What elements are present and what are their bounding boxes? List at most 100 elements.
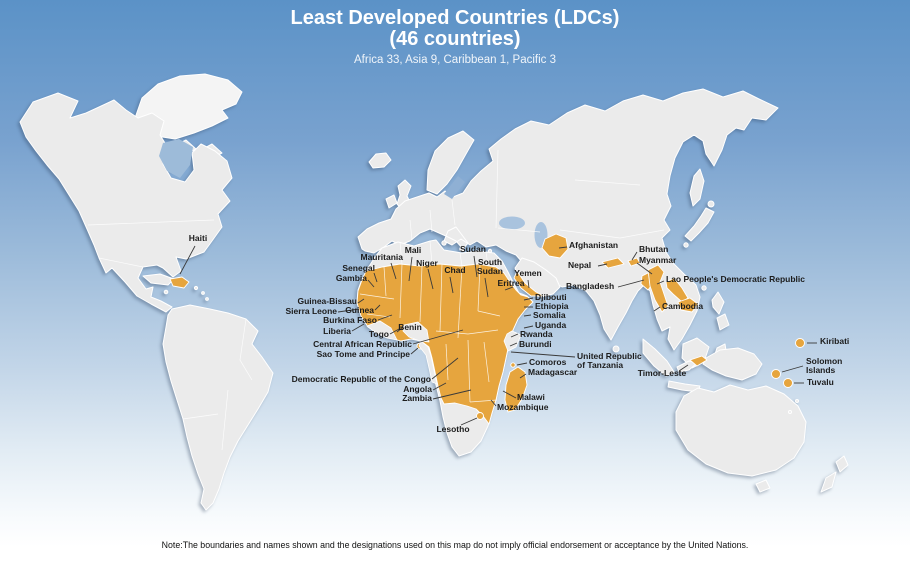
leader-line-myanmar: [636, 262, 653, 275]
australia: [675, 384, 807, 477]
country-dot-comoros: [510, 362, 516, 368]
leader-line-djibouti: [523, 297, 534, 301]
leader-line-mauritania: [390, 262, 397, 280]
leader-line-niger: [427, 268, 434, 290]
country-dot-solomon-islands: [771, 369, 781, 379]
taiwan: [701, 285, 707, 291]
leader-line-zambia: [432, 389, 472, 400]
leader-line-comoros: [516, 362, 528, 366]
leader-line-sierra-leone: [337, 308, 360, 313]
patch-cameroon-gabon: [418, 340, 438, 385]
leader-line-bhutan: [631, 251, 638, 261]
leader-line-yemen: [527, 279, 530, 289]
mediterranean-island: [441, 240, 447, 246]
leader-line-chad: [449, 276, 454, 294]
leader-line-burkina-faso: [377, 314, 393, 321]
leader-line-angola: [432, 382, 447, 391]
pacific-island: [795, 399, 799, 403]
new-guinea: [702, 347, 763, 381]
leader-lines-layer: [179, 245, 817, 426]
south-america: [162, 304, 274, 511]
leader-line-burundi: [509, 342, 518, 347]
caribbean-island: [201, 291, 205, 295]
country-haiti: [169, 276, 190, 289]
caribbean-island: [193, 285, 199, 291]
japan: [684, 207, 715, 242]
patch-kenya: [503, 330, 522, 352]
crete: [487, 248, 493, 254]
leader-line-benin: [396, 326, 404, 333]
leader-line-drc: [431, 357, 459, 380]
caribbean-island: [205, 297, 209, 301]
leader-line-gambia: [367, 279, 375, 288]
leader-line-central-african-republic: [412, 329, 464, 345]
baltic-sea: [444, 176, 465, 199]
inland-water-layer: [159, 139, 548, 248]
country-dot-tuvalu: [783, 378, 793, 388]
sumatra: [642, 338, 675, 377]
leader-line-eritrea: [504, 286, 514, 291]
leader-line-solomon-islands: [781, 365, 804, 373]
leader-line-guinea-bissau: [357, 298, 365, 304]
leader-line-rwanda: [510, 333, 519, 338]
leader-line-bangladesh: [617, 279, 645, 288]
patch-nigeria: [402, 321, 430, 343]
new-zealand: [820, 471, 837, 493]
country-borders-layer: [87, 149, 665, 451]
new-zealand: [835, 455, 849, 473]
leader-line-somalia: [523, 314, 532, 317]
country-cambodia: [677, 297, 699, 313]
leader-line-mozambique: [490, 399, 497, 407]
page-title-count: (46 countries): [389, 28, 521, 50]
leader-line-laos: [656, 280, 665, 285]
scandinavia: [426, 130, 475, 195]
leader-line-madagascar: [519, 373, 527, 379]
leader-line-liberia: [351, 323, 365, 332]
leader-line-haiti: [179, 245, 196, 275]
hudson-bay: [159, 139, 193, 178]
jamaica: [163, 289, 169, 295]
country-myanmar: [647, 264, 669, 313]
non-ldc-patches-layer: [366, 320, 522, 385]
footnote: Note:The boundaries and names shown and …: [161, 540, 749, 550]
black-sea: [499, 216, 525, 230]
ireland: [385, 194, 398, 209]
leader-line-togo: [389, 328, 400, 335]
iceland: [368, 152, 392, 169]
leader-line-cambodia: [653, 306, 661, 312]
leader-line-mali: [408, 256, 413, 282]
map-title-block: Least Developed Countries (LDCs) (46 cou…: [0, 7, 910, 67]
leader-line-sao-tome: [410, 347, 419, 355]
sakhalin: [689, 168, 705, 207]
leader-line-tanzania: [510, 351, 576, 358]
page-subtitle: Africa 33, Asia 9, Caribbean 1, Pacific …: [354, 54, 556, 66]
ldc-countries-layer: [169, 233, 805, 425]
leader-line-afghanistan: [558, 246, 568, 249]
tasmania: [755, 479, 771, 493]
north-america: [19, 92, 233, 313]
sri-lanka: [612, 345, 620, 353]
pacific-island: [788, 410, 792, 414]
leader-line-senegal: [373, 272, 378, 283]
patch-ghana-cote-divoire: [366, 320, 398, 341]
philippines: [711, 291, 725, 315]
leader-line-lesotho: [460, 417, 478, 426]
country-dot-lesotho: [476, 412, 484, 420]
philippines: [716, 313, 730, 331]
country-dot-kiribati: [795, 338, 805, 348]
leader-line-sudan: [473, 255, 478, 278]
leader-line-nepal: [597, 263, 608, 267]
kyushu: [683, 242, 689, 248]
leader-line-timor-leste: [678, 364, 689, 372]
sicily: [459, 246, 465, 252]
leader-line-uganda: [523, 325, 534, 329]
hokkaido: [707, 200, 715, 208]
page-title: Least Developed Countries (LDCs): [290, 7, 620, 29]
country-afghanistan: [541, 233, 569, 259]
country-nepal: [601, 257, 625, 269]
country-yemen: [513, 270, 545, 297]
country-bhutan: [627, 257, 641, 267]
leader-line-south-sudan: [484, 277, 489, 298]
